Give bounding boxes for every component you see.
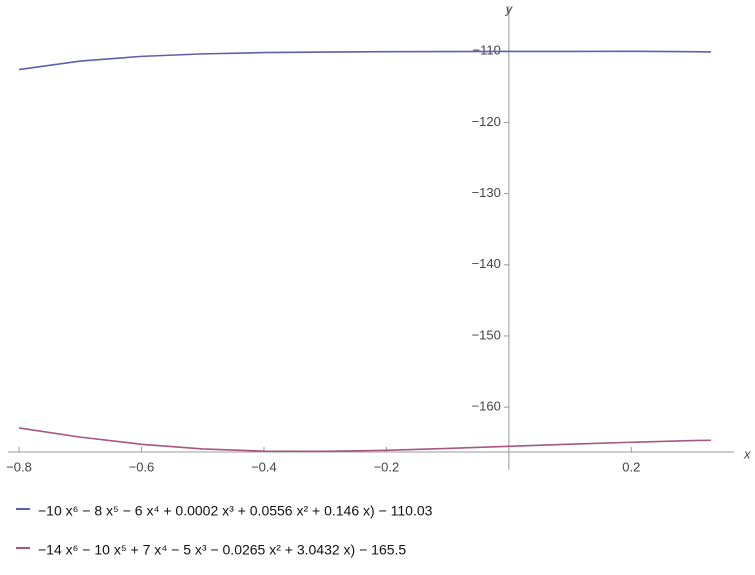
x-tick-label: −0.6 [129,459,155,474]
y-tick-label: −140 [472,256,501,271]
line-series [18,427,711,453]
y-tick-label: −110 [473,43,501,58]
x-tick-label: −0.8 [6,459,32,474]
legend-label: −14 x⁶ − 10 x⁵ + 7 x⁴ − 5 x³ − 0.0265 x²… [38,542,406,558]
legend-label: −10 x⁶ − 8 x⁵ − 6 x⁴ + 0.0002 x³ + 0.055… [38,503,433,519]
y-tick-label: −130 [472,185,501,200]
x-tick-label: −0.2 [374,459,400,474]
line-series [18,50,711,71]
y-tick-label: −150 [472,327,501,342]
x-tick-label: −0.4 [251,459,277,474]
x-axis-label: x [743,446,751,461]
y-tick-label: −160 [472,399,501,414]
y-tick-label: −120 [472,114,501,129]
y-axis-label: y [505,1,514,16]
x-tick-label: 0.2 [622,459,640,474]
